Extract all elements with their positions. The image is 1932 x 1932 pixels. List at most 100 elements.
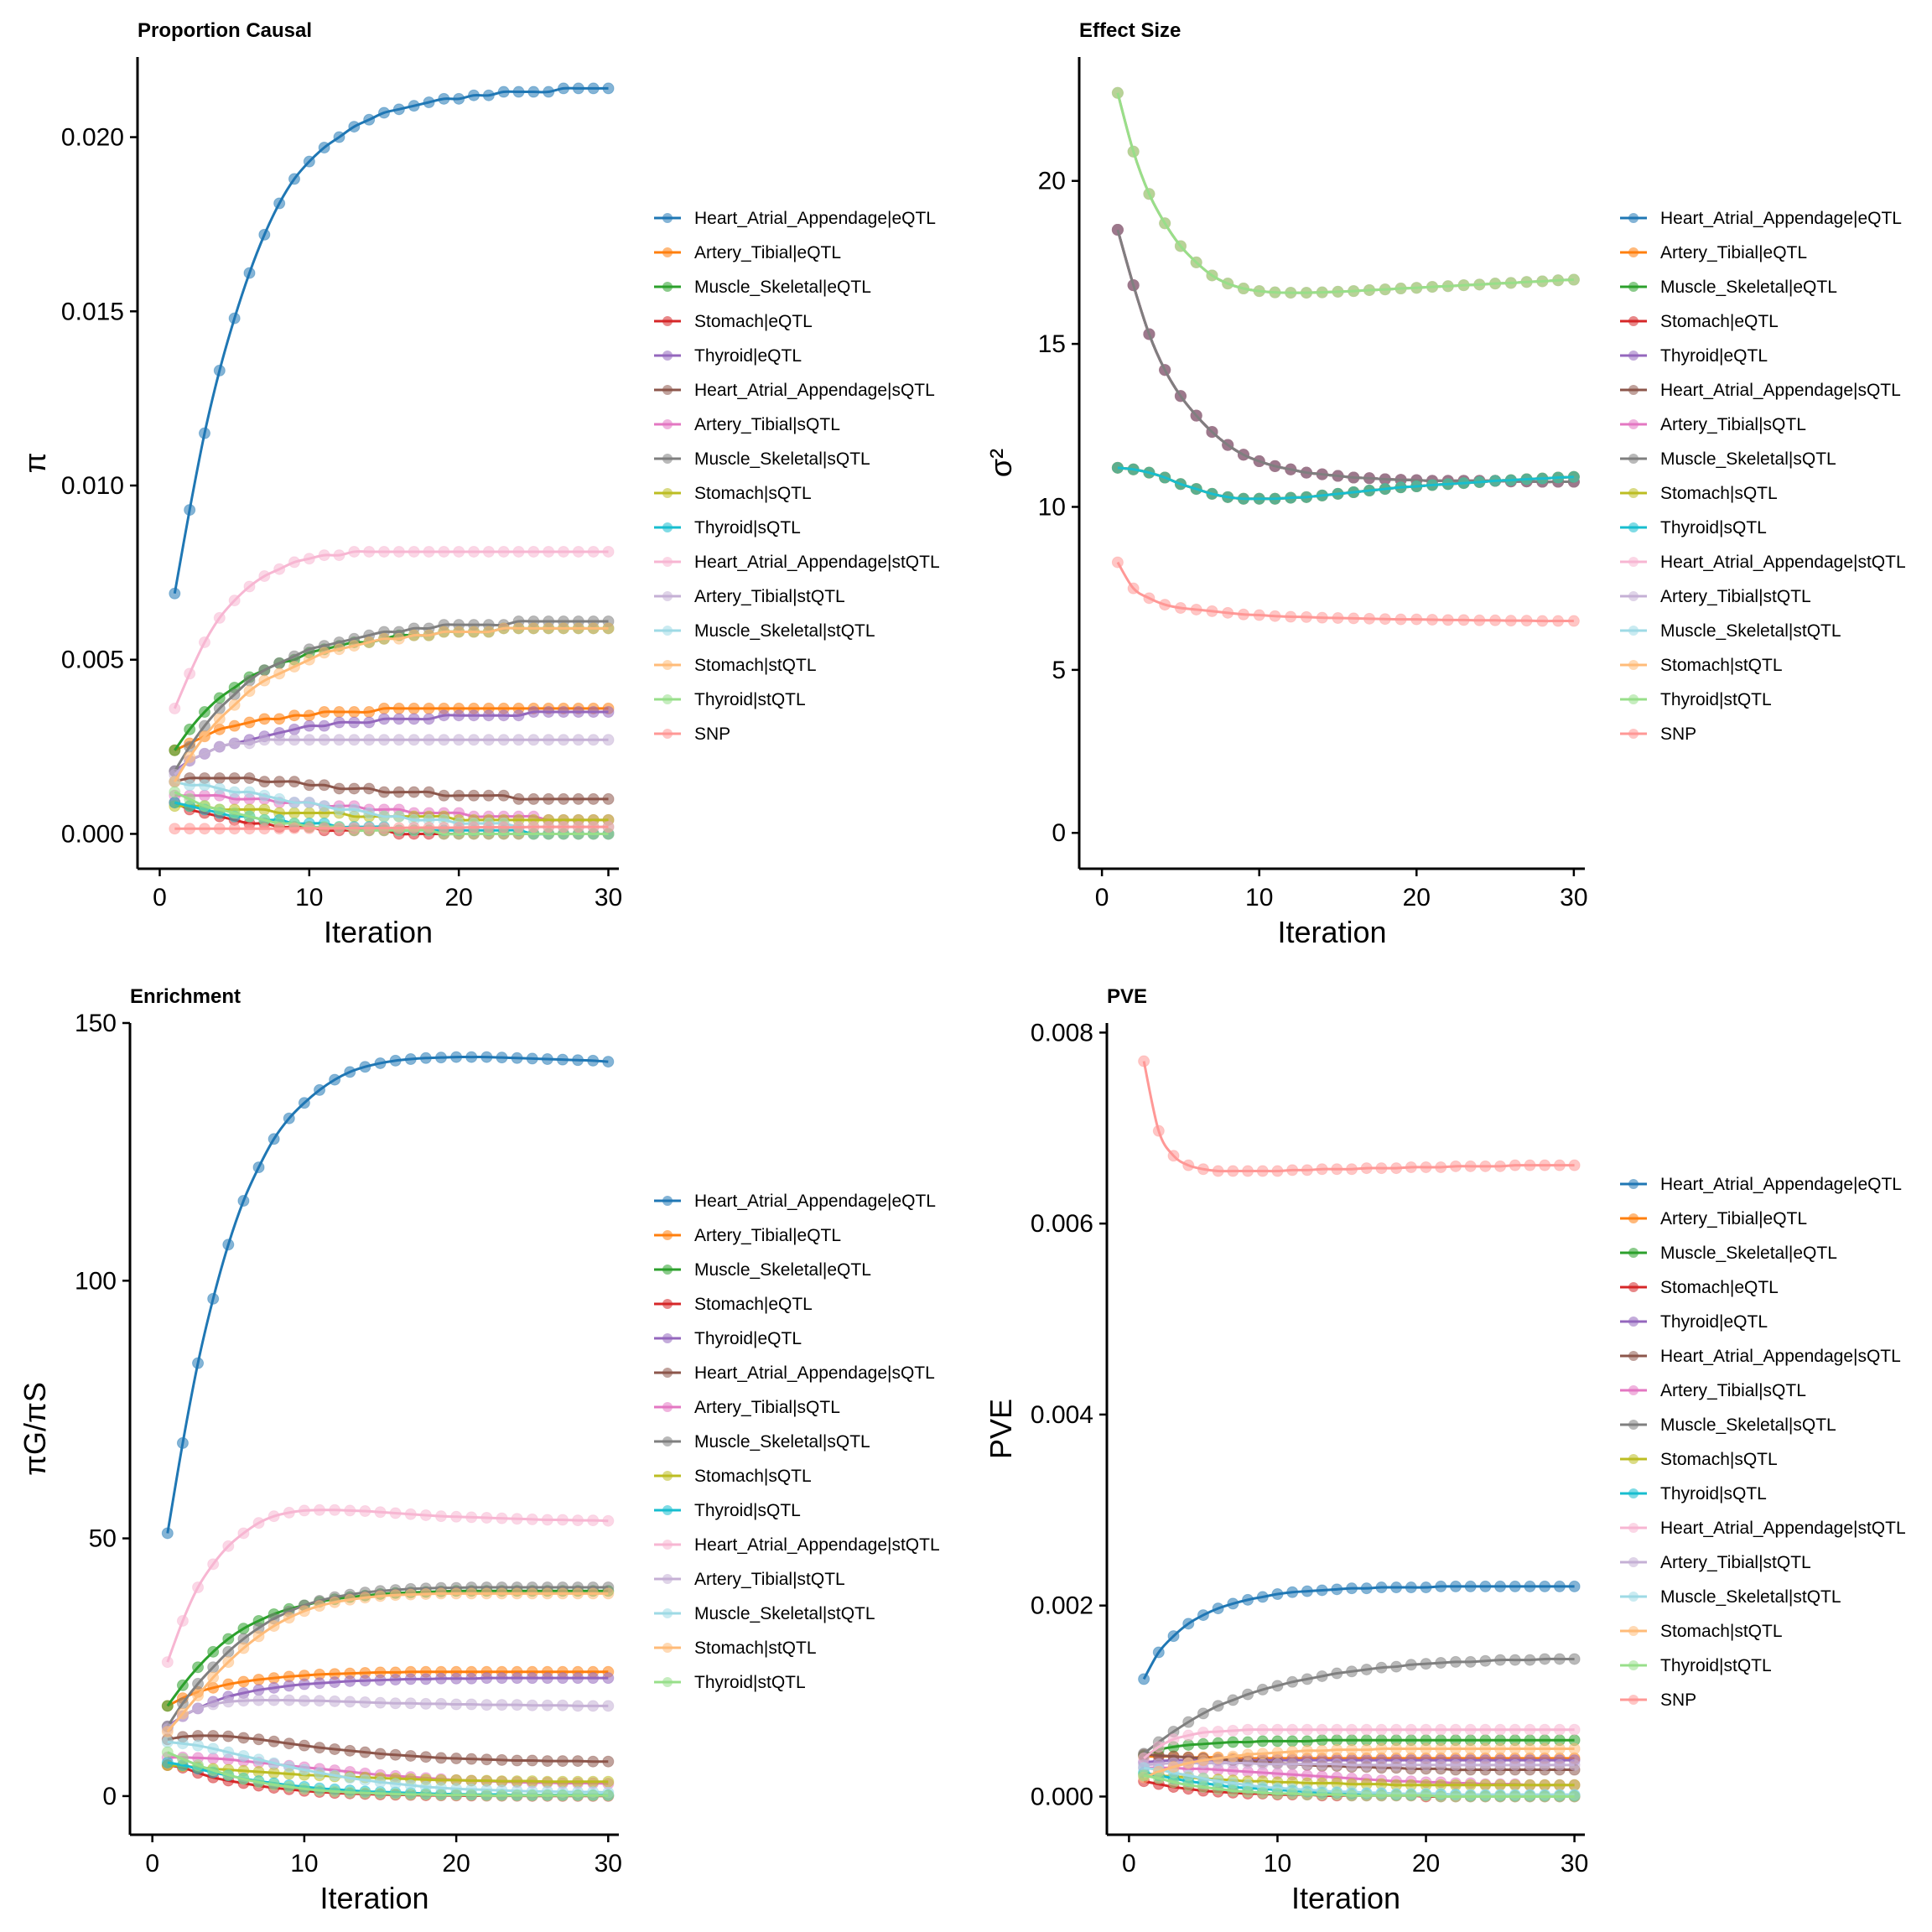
- data-point: [258, 674, 271, 687]
- chart-title: Effect Size: [1079, 19, 1181, 42]
- data-point: [1227, 1597, 1239, 1610]
- data-point: [423, 96, 435, 109]
- data-point: [184, 667, 196, 680]
- data-point: [252, 1753, 265, 1766]
- data-point: [1553, 1790, 1566, 1803]
- data-point: [543, 734, 555, 746]
- legend-item: Stomach|eQTL: [654, 312, 813, 331]
- data-point: [207, 1742, 220, 1755]
- data-point: [1479, 1580, 1492, 1592]
- data-point: [252, 1684, 265, 1696]
- data-point: [404, 1053, 417, 1066]
- data-point: [303, 779, 315, 792]
- legend-item: Thyroid|eQTL: [654, 346, 802, 366]
- data-point: [198, 779, 210, 792]
- data-point: [1197, 1737, 1209, 1750]
- data-point: [207, 1558, 220, 1571]
- data-point: [423, 545, 435, 558]
- data-point: [1348, 612, 1360, 625]
- data-point: [213, 611, 226, 624]
- data-point: [1242, 1688, 1254, 1701]
- data-point: [283, 1694, 295, 1706]
- data-point: [482, 709, 495, 722]
- legend-label: Muscle_Skeletal|stQTL: [1660, 1587, 1841, 1607]
- data-point: [434, 1052, 447, 1064]
- data-point: [213, 723, 226, 735]
- legend-item: Heart_Atrial_Appendage|eQTL: [654, 209, 936, 228]
- legend-item: Muscle_Skeletal|eQTL: [1620, 278, 1837, 297]
- data-point: [1435, 1742, 1447, 1755]
- data-point: [541, 1587, 553, 1600]
- data-point: [1237, 449, 1249, 461]
- legend-label: Muscle_Skeletal|eQTL: [694, 278, 871, 297]
- data-point: [497, 86, 510, 98]
- data-point: [543, 86, 555, 98]
- y-tick-label: 0.020: [61, 124, 124, 152]
- data-point: [273, 563, 286, 575]
- data-point: [1420, 1742, 1432, 1755]
- legend-key-point: [1628, 1660, 1639, 1670]
- data-point: [1509, 1654, 1521, 1666]
- data-point: [1271, 1588, 1284, 1601]
- legend-label: Thyroid|stQTL: [1660, 1656, 1772, 1675]
- data-point: [496, 1753, 508, 1766]
- data-point: [1405, 1742, 1417, 1755]
- data-point: [1332, 285, 1344, 298]
- data-point: [243, 771, 256, 784]
- data-point: [438, 545, 450, 558]
- data-point: [1536, 275, 1549, 288]
- data-point: [318, 719, 330, 732]
- data-point: [318, 822, 330, 834]
- data-point: [169, 823, 181, 835]
- data-point: [1269, 286, 1281, 299]
- data-point: [1360, 1723, 1373, 1736]
- legend-item: Thyroid|stQTL: [1620, 1656, 1772, 1675]
- data-point: [176, 1697, 189, 1710]
- data-point: [1568, 1758, 1581, 1771]
- data-point: [404, 1588, 417, 1601]
- legend-key-point: [662, 247, 673, 257]
- data-point: [213, 702, 226, 714]
- legend-label: Stomach|eQTL: [1660, 1278, 1779, 1297]
- legend-key-point: [1628, 1213, 1639, 1223]
- data-point: [482, 626, 495, 638]
- data-point: [237, 1732, 250, 1744]
- data-point: [363, 545, 376, 558]
- data-point: [1479, 1723, 1492, 1736]
- legend-key-point: [662, 213, 673, 223]
- data-point: [602, 1587, 615, 1600]
- chart-effect-size: Effect Size 0 5 10 15 20 0 10 20 30 Iteration σ² Hea…: [984, 19, 1906, 949]
- data-point: [213, 364, 226, 377]
- legend-item: Heart_Atrial_Appendage|eQTL: [1620, 209, 1902, 228]
- data-point: [198, 789, 210, 802]
- data-point: [1346, 1743, 1358, 1756]
- data-point: [1568, 1159, 1581, 1171]
- series-line: [1116, 92, 1574, 294]
- data-point: [1316, 611, 1328, 624]
- data-point: [1489, 475, 1502, 487]
- legend-label: Artery_Tibial|eQTL: [694, 1226, 841, 1245]
- data-point: [359, 1061, 371, 1073]
- data-point: [1212, 1737, 1224, 1749]
- data-point: [1346, 1582, 1358, 1595]
- data-point: [1332, 470, 1344, 482]
- data-point: [318, 779, 330, 792]
- data-point: [228, 688, 241, 701]
- data-point: [303, 643, 315, 656]
- data-point: [176, 1753, 189, 1765]
- data-point: [1479, 1742, 1492, 1755]
- data-point: [344, 1744, 356, 1757]
- data-point: [222, 1678, 235, 1690]
- data-point: [1348, 471, 1360, 484]
- y-tick-label: 0.002: [1031, 1592, 1093, 1620]
- data-point: [161, 1656, 174, 1669]
- data-point: [258, 776, 271, 788]
- data-point: [1212, 1726, 1224, 1738]
- legend-item: Stomach|eQTL: [1620, 1278, 1779, 1297]
- data-point: [1410, 282, 1423, 294]
- data-point: [1539, 1159, 1551, 1171]
- data-point: [1379, 483, 1391, 496]
- data-point: [1449, 1580, 1462, 1592]
- data-point: [543, 545, 555, 558]
- series-line: [1116, 92, 1574, 294]
